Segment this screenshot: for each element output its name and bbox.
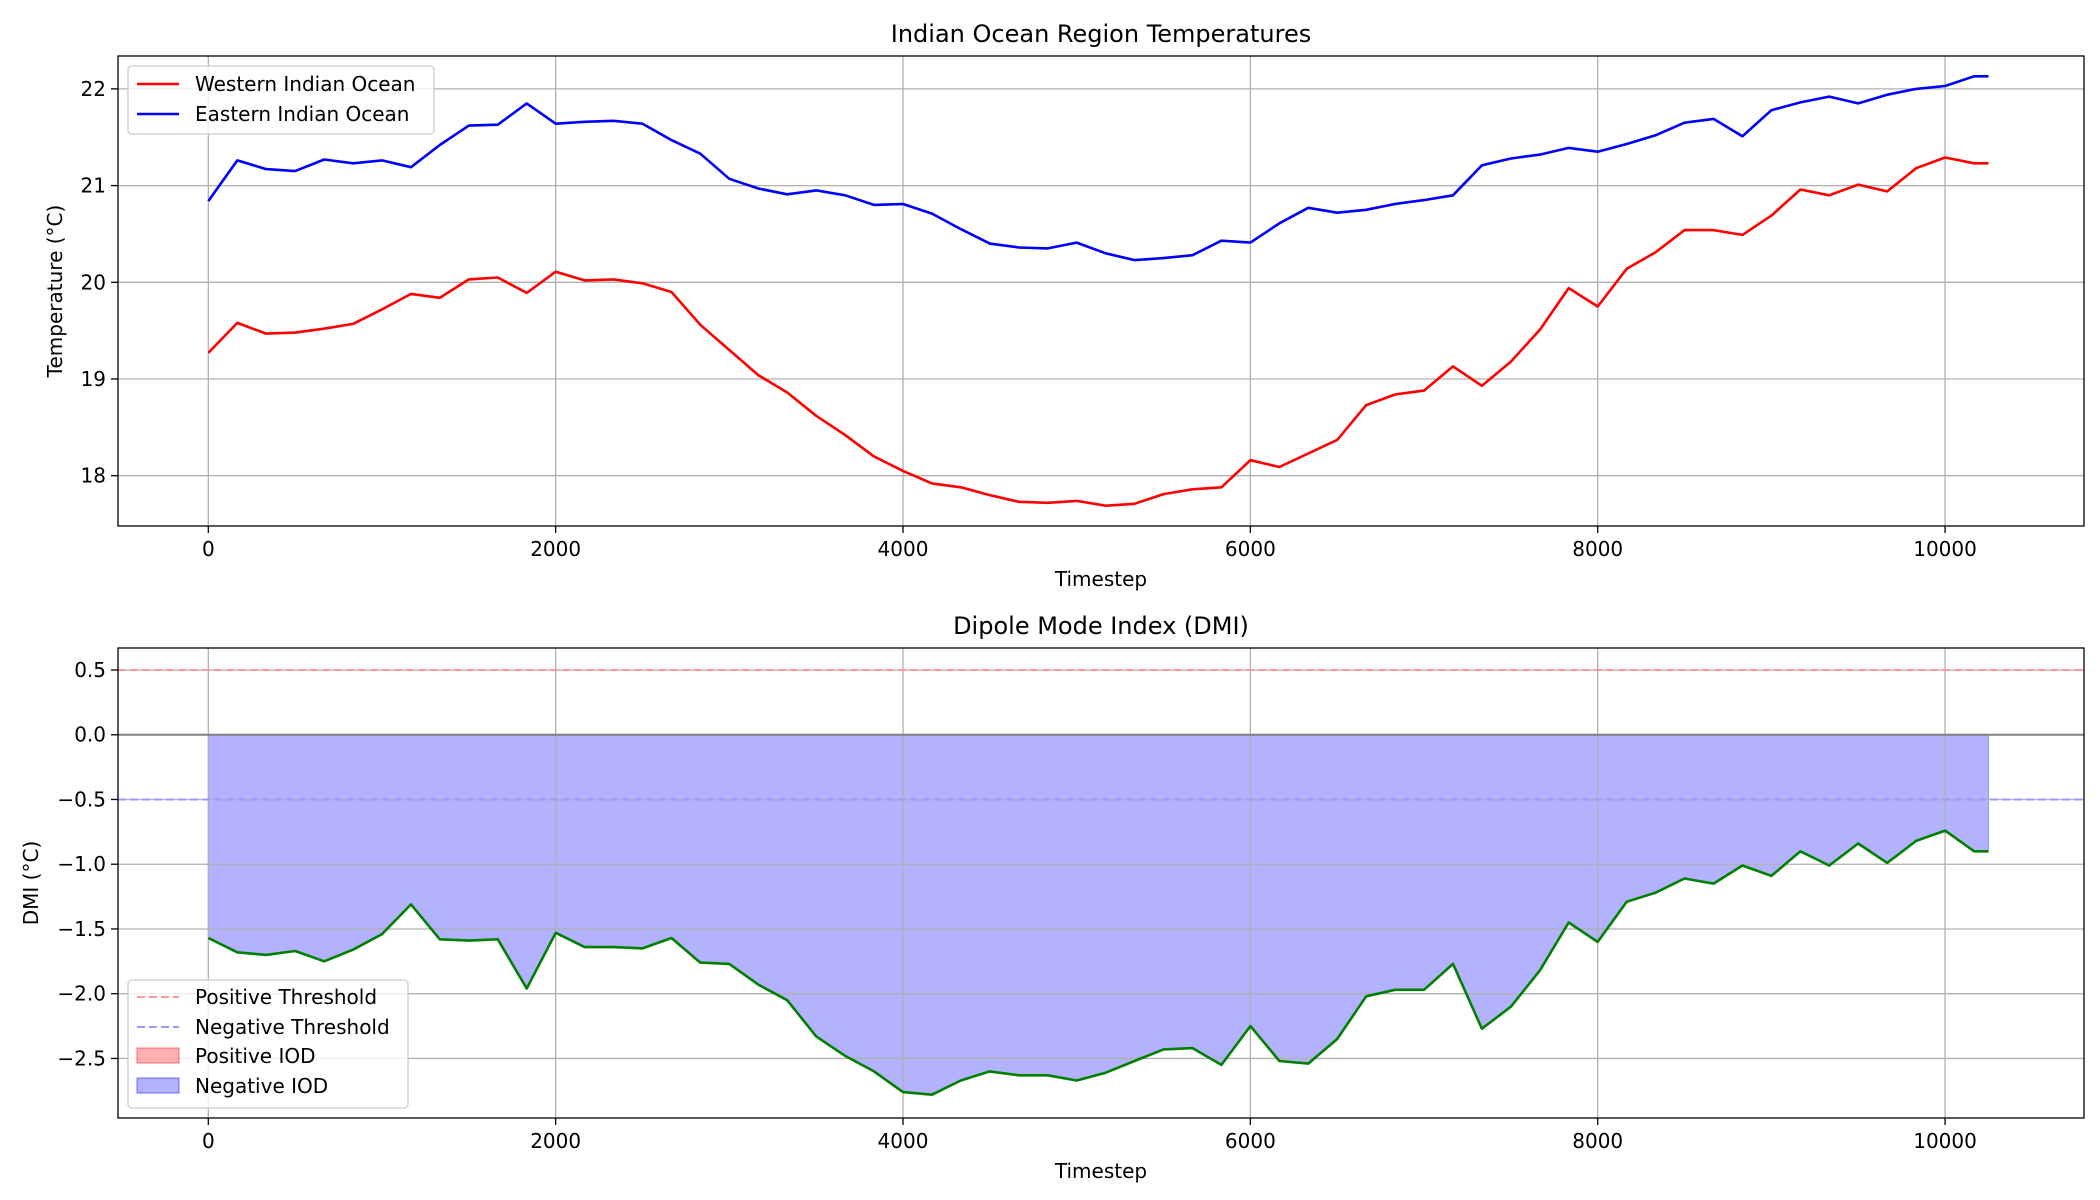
dmi-legend-box [127, 979, 409, 1109]
legend-western-label: Western Indian Ocean [195, 72, 415, 96]
temperature-chart: Indian Ocean Region Temperatures 0 2000 40… [43, 20, 2085, 591]
dmi-reference-lines [118, 669, 2084, 801]
dmi-chart: Dipole Mode Index (DMI) 0 2000 4000 6000 800… [19, 612, 2085, 1183]
dmi-x-axis: 0 2000 4000 6000 8000 10000 [202, 1118, 1977, 1153]
dmi-y-axis: 0.5 0.0 −0.5 −1.0 −1.5 −2.0 −2.5 [57, 658, 118, 1070]
dmi-x-axis-label: Timestep [1054, 1159, 1147, 1183]
temperature-plot-frame [117, 55, 2085, 527]
temperature-x-axis-label: Timestep [1054, 567, 1147, 591]
y-tick-label: −1.0 [57, 852, 106, 876]
y-tick-label: 18 [81, 464, 106, 488]
legend-positive-iod-label: Positive IOD [195, 1044, 316, 1068]
y-tick-label: −2.0 [57, 982, 106, 1006]
series-line-dmi [207, 829, 1989, 1096]
temperature-chart-title: Indian Ocean Region Temperatures [891, 20, 1311, 48]
y-tick-label: 21 [81, 174, 106, 198]
y-tick-label: 22 [81, 77, 106, 101]
x-tick-label: 8000 [1572, 537, 1623, 561]
legend-eastern-label: Eastern Indian Ocean [195, 102, 409, 126]
legend-positive-iod-swatch [136, 1047, 180, 1064]
y-tick-label: −2.5 [57, 1046, 106, 1070]
x-tick-label: 10000 [1913, 1129, 1977, 1153]
legend-negative-iod-swatch [136, 1077, 180, 1094]
dmi-y-axis-label: DMI (°C) [19, 841, 43, 925]
temperature-grid [118, 56, 2084, 526]
x-tick-label: 6000 [1225, 537, 1276, 561]
dmi-chart-title: Dipole Mode Index (DMI) [953, 612, 1249, 640]
x-tick-label: 4000 [878, 537, 929, 561]
y-tick-label: 0.0 [74, 723, 106, 747]
x-tick-label: 0 [202, 537, 215, 561]
series-line-western-indian-ocean [207, 156, 1989, 508]
dmi-plot-frame [117, 647, 2085, 1119]
y-tick-label: 20 [81, 270, 106, 294]
x-tick-label: 10000 [1913, 537, 1977, 561]
temperature-y-axis-label: Temperature (°C) [43, 205, 67, 379]
temperature-y-axis: 18 19 20 21 22 [81, 77, 118, 488]
x-tick-label: 4000 [878, 1129, 929, 1153]
x-tick-label: 2000 [530, 537, 581, 561]
legend-positive-threshold-label: Positive Threshold [195, 985, 377, 1009]
y-tick-label: −1.5 [57, 917, 106, 941]
temperature-legend-box [127, 65, 435, 135]
y-tick-label: 19 [81, 367, 106, 391]
y-tick-label: 0.5 [74, 658, 106, 682]
temperature-x-axis: 0 2000 4000 6000 8000 10000 [202, 526, 1977, 561]
y-tick-label: −0.5 [57, 787, 106, 811]
x-tick-label: 6000 [1225, 1129, 1276, 1153]
legend-negative-threshold-label: Negative Threshold [195, 1015, 390, 1039]
temperature-series [207, 75, 1989, 508]
dmi-legend: Positive Threshold Negative Threshold Po… [127, 979, 409, 1109]
temperature-legend: Western Indian Ocean Eastern Indian Ocea… [127, 65, 435, 135]
series-line-eastern-indian-ocean [207, 75, 1989, 262]
dmi-series [207, 829, 1989, 1096]
x-tick-label: 8000 [1572, 1129, 1623, 1153]
x-tick-label: 0 [202, 1129, 215, 1153]
legend-negative-iod-label: Negative IOD [195, 1074, 328, 1098]
x-tick-label: 2000 [530, 1129, 581, 1153]
